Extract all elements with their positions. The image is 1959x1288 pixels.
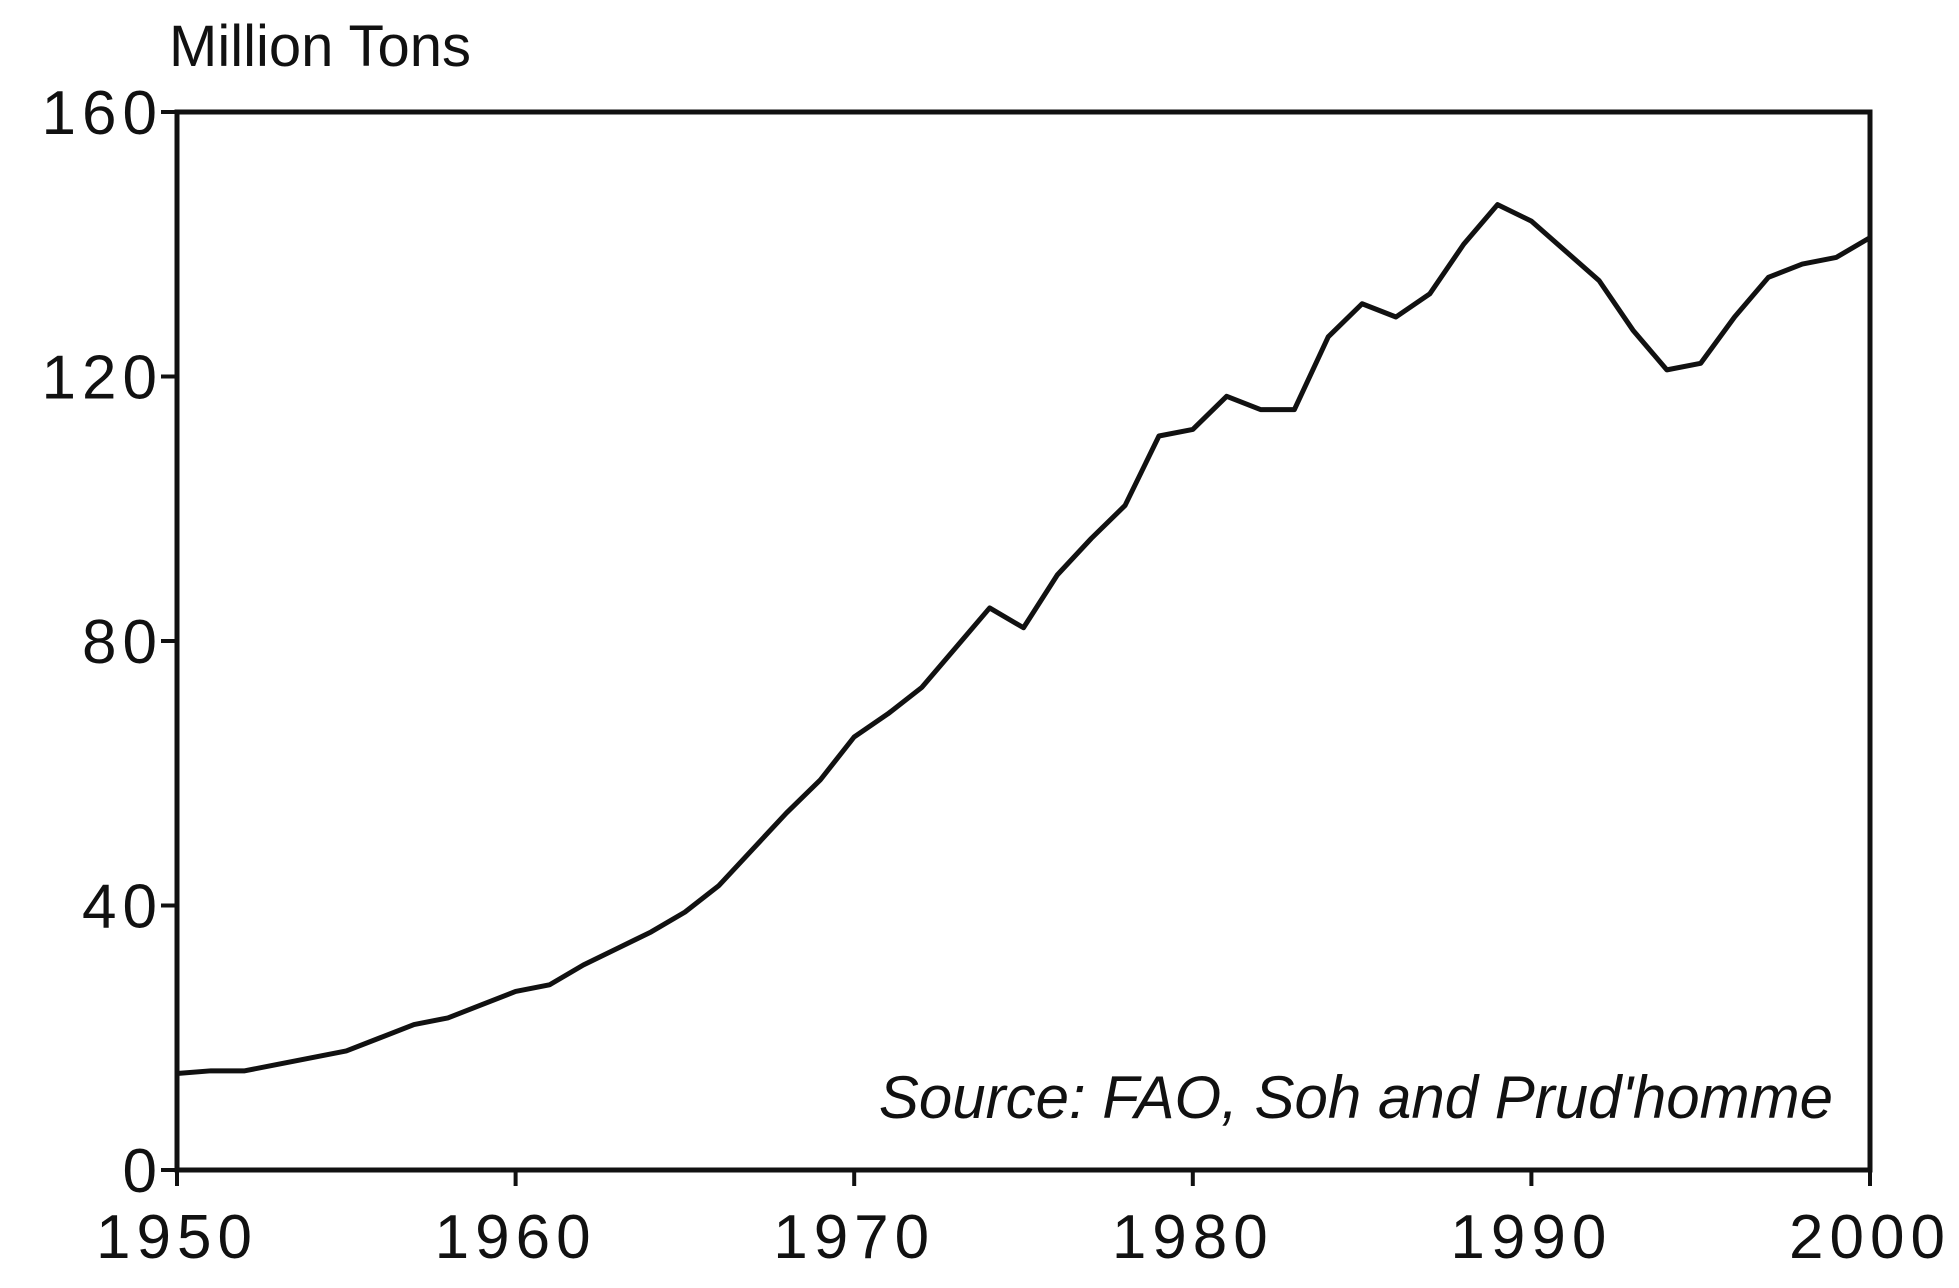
x-tick-label: 1990	[1450, 1203, 1612, 1272]
y-tick-label: 0	[123, 1137, 163, 1206]
x-tick-label: 1970	[773, 1203, 935, 1272]
plot-frame	[174, 109, 1873, 1173]
y-tick-label: 80	[82, 608, 163, 677]
y-tick-label: 40	[82, 873, 163, 942]
x-tick-label: 2000	[1789, 1203, 1951, 1272]
annotation: Source: FAO, Soh and Prud'homme	[879, 1064, 1833, 1131]
x-tick-label: 1950	[96, 1203, 258, 1272]
y-tick-label: 160	[42, 79, 163, 148]
x-tick-label: 1980	[1112, 1203, 1274, 1272]
data-line	[176, 202, 1872, 1076]
y-axis-label: Million Tons	[169, 14, 471, 79]
y-tick-label: 120	[42, 344, 163, 413]
x-tick-label: 1960	[435, 1203, 597, 1272]
